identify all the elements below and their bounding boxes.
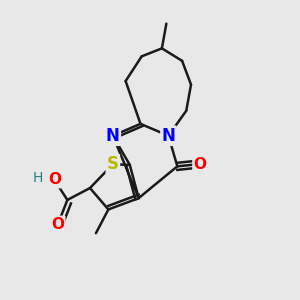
Text: H: H xyxy=(33,171,43,185)
Text: S: S xyxy=(107,155,119,173)
Text: N: N xyxy=(161,127,176,145)
Text: O: O xyxy=(194,157,206,172)
Text: O: O xyxy=(51,217,64,232)
Text: O: O xyxy=(48,172,61,187)
Text: N: N xyxy=(106,127,120,145)
